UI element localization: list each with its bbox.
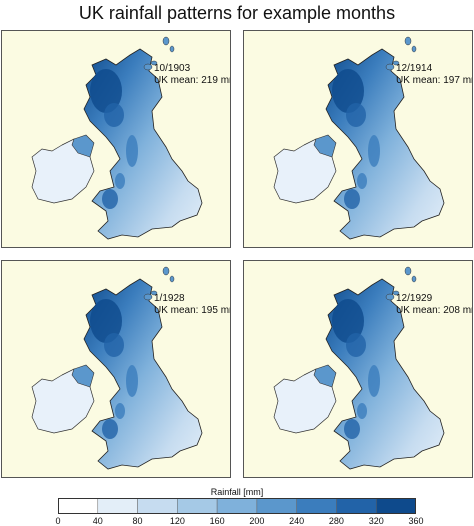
uk-rainfall-map	[273, 36, 445, 240]
island	[169, 275, 175, 283]
panel-label: 12/1929 UK mean: 208 mm	[396, 293, 473, 317]
panel-label: 12/1914 UK mean: 197 mm	[396, 63, 473, 87]
island	[162, 36, 170, 46]
rainfall-region	[102, 419, 118, 439]
colorbar-bin	[58, 498, 99, 514]
rainfall-region	[357, 403, 367, 419]
colorbar-bin	[256, 498, 297, 514]
rainfall-region	[90, 69, 122, 113]
island	[392, 60, 400, 66]
map-panel-3: 1/1928 UK mean: 195 mm	[1, 260, 231, 478]
island	[411, 275, 417, 283]
uk-rainfall-map	[31, 266, 203, 470]
rainfall-region	[332, 69, 364, 113]
colorbar-tick: 160	[209, 516, 225, 526]
panel-label: 1/1928 UK mean: 195 mm	[154, 293, 231, 317]
uk-rainfall-map	[273, 266, 445, 470]
rainfall-region	[104, 103, 124, 127]
rainfall-region	[104, 333, 124, 357]
colorbar-tick: 280	[328, 516, 344, 526]
northern-ireland-landmass	[313, 134, 337, 158]
island	[385, 293, 395, 301]
colorbar-label: Rainfall [mm]	[210, 487, 264, 497]
colorbar-bin	[177, 498, 218, 514]
colorbar-tick: 80	[132, 516, 143, 526]
northern-ireland-landmass	[313, 364, 337, 388]
panel-mean: UK mean: 197 mm	[396, 75, 473, 86]
colorbar-bin	[336, 498, 377, 514]
rainfall-region	[346, 333, 366, 357]
rainfall-region	[102, 189, 118, 209]
colorbar-bin	[137, 498, 178, 514]
panel-date: 12/1929	[396, 293, 433, 304]
panel-date: 10/1903	[154, 63, 191, 74]
island	[162, 266, 170, 276]
colorbar-tick: 40	[92, 516, 103, 526]
island	[143, 293, 153, 301]
colorbar-tick: 0	[55, 516, 61, 526]
colorbar-bin	[296, 498, 337, 514]
colorbar-tick: 120	[169, 516, 185, 526]
rainfall-region	[368, 135, 380, 167]
colorbar-tick: 360	[408, 516, 424, 526]
island	[169, 45, 175, 53]
northern-ireland-landmass	[71, 134, 95, 158]
map-panel-1: 10/1903 UK mean: 219 mm	[1, 30, 231, 248]
island	[150, 290, 158, 296]
island	[150, 60, 158, 66]
rainfall-region	[126, 365, 138, 397]
panel-mean: UK mean: 219 mm	[154, 75, 231, 86]
rainfall-region	[332, 299, 364, 343]
rainfall-region	[126, 135, 138, 167]
uk-rainfall-map	[31, 36, 203, 240]
rainfall-region	[344, 189, 360, 209]
colorbar-bin	[375, 498, 416, 514]
island	[411, 45, 417, 53]
colorbar-tick: 320	[368, 516, 384, 526]
figure-title: UK rainfall patterns for example months	[78, 3, 396, 23]
rainfall-region	[357, 173, 367, 189]
rainfall-region	[368, 365, 380, 397]
map-panel-4: 12/1929 UK mean: 208 mm	[243, 260, 473, 478]
colorbar	[58, 498, 416, 514]
island	[385, 63, 395, 71]
island	[392, 290, 400, 296]
panel-date: 1/1928	[154, 293, 185, 304]
island	[143, 63, 153, 71]
rainfall-region	[90, 299, 122, 343]
panel-mean: UK mean: 195 mm	[154, 305, 231, 316]
panel-mean: UK mean: 208 mm	[396, 305, 473, 316]
colorbar-tick: 240	[289, 516, 305, 526]
rainfall-region	[115, 403, 125, 419]
island	[404, 36, 412, 46]
rainfall-region	[115, 173, 125, 189]
colorbar-bin	[97, 498, 138, 514]
rainfall-region	[344, 419, 360, 439]
map-panel-2: 12/1914 UK mean: 197 mm	[243, 30, 473, 248]
panel-date: 12/1914	[396, 63, 433, 74]
island	[404, 266, 412, 276]
panel-label: 10/1903 UK mean: 219 mm	[154, 63, 231, 87]
colorbar-bin	[216, 498, 258, 514]
northern-ireland-landmass	[71, 364, 95, 388]
rainfall-region	[346, 103, 366, 127]
colorbar-tick: 200	[249, 516, 265, 526]
